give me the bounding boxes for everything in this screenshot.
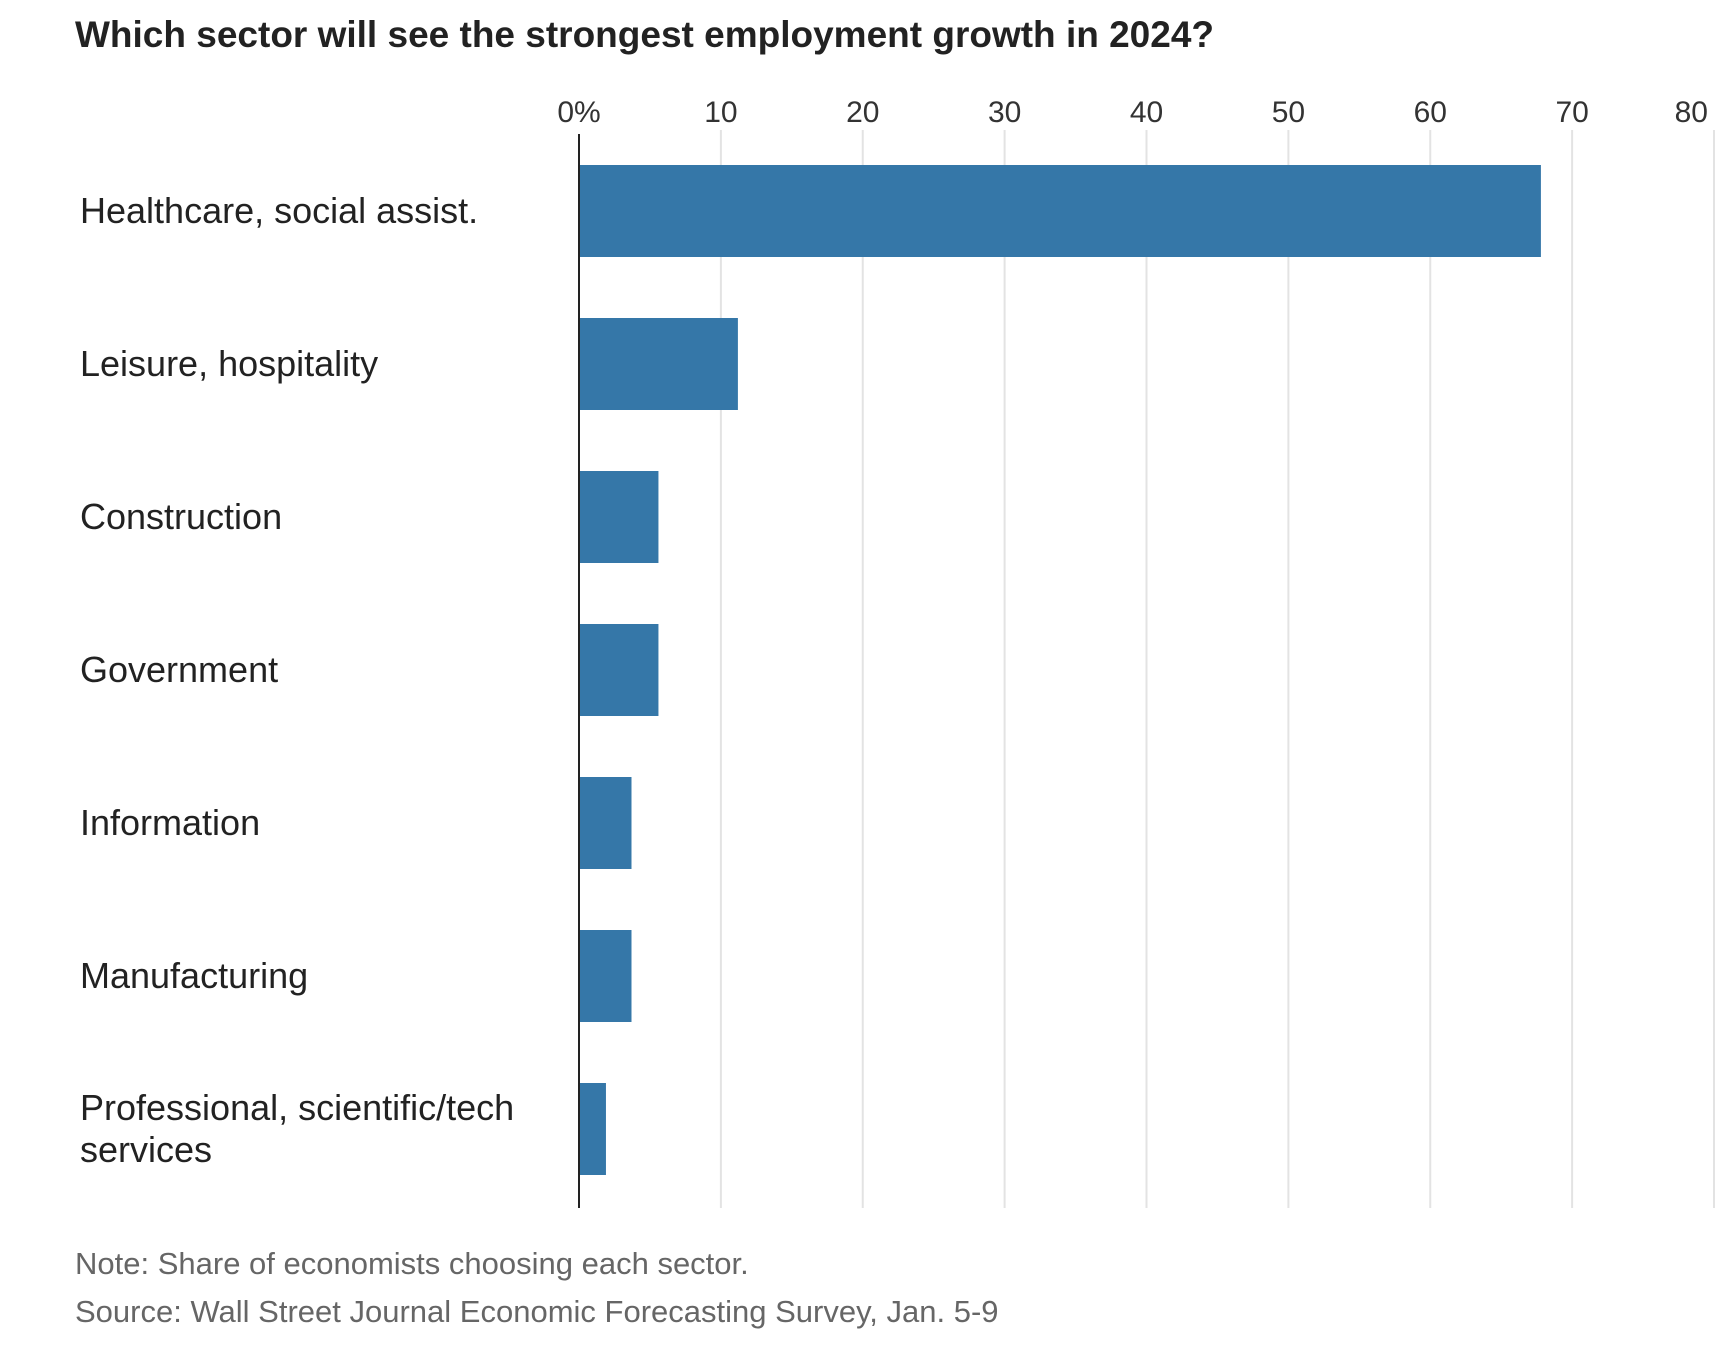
bar-6 (579, 1083, 606, 1175)
source-text: Source: Wall Street Journal Economic For… (75, 1294, 999, 1329)
bar-4 (579, 777, 632, 869)
x-tick-label-20: 20 (846, 96, 879, 129)
bars (579, 165, 1541, 1175)
category-labels: Healthcare, social assist. Leisure, hospi… (80, 190, 514, 1170)
category-label-3: Government (80, 649, 278, 690)
note-text: Note: Share of economists choosing each … (75, 1246, 749, 1281)
bar-2 (579, 471, 659, 563)
x-tick-label-60: 60 (1414, 96, 1447, 129)
category-label-4: Information (80, 802, 260, 843)
x-tick-label-10: 10 (704, 96, 737, 129)
x-tick-label-40: 40 (1130, 96, 1163, 129)
x-tick-label-0: 0% (557, 96, 600, 129)
category-label-1: Leisure, hospitality (80, 343, 378, 384)
x-axis-ticks: 0% 10 20 30 40 50 60 70 80 (557, 96, 1708, 129)
bar-1 (579, 318, 738, 410)
category-label-0: Healthcare, social assist. (80, 190, 478, 231)
category-label-2: Construction (80, 496, 282, 537)
x-tick-label-80: 80 (1675, 96, 1708, 129)
category-label-5: Manufacturing (80, 955, 308, 996)
bar-chart: 0% 10 20 30 40 50 60 70 80 Healthcare, social as… (80, 96, 1715, 1208)
chart-title: Which sector will see the strongest empl… (75, 14, 1215, 55)
bar-5 (579, 930, 632, 1022)
x-tick-label-50: 50 (1272, 96, 1305, 129)
footnotes: Note: Share of economists choosing each … (75, 1240, 999, 1336)
x-tick-label-70: 70 (1555, 96, 1588, 129)
bar-0 (579, 165, 1541, 257)
x-tick-label-30: 30 (988, 96, 1021, 129)
bar-3 (579, 624, 659, 716)
category-label-6: Professional, scientific/tech services (80, 1087, 514, 1170)
gridlines (719, 130, 1715, 1208)
